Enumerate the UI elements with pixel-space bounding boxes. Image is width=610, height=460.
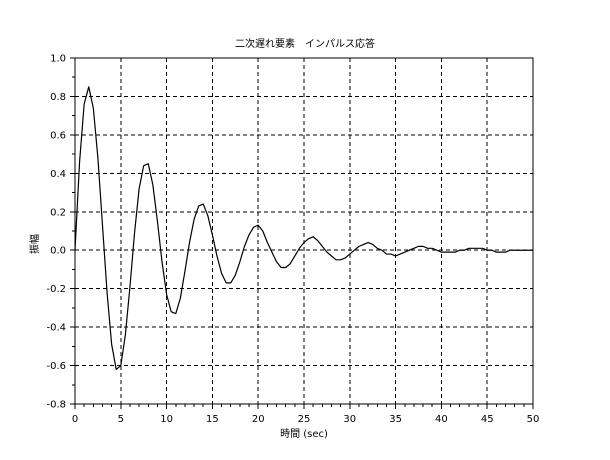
y-tick-label: 1.0 [50,54,66,65]
x-axis-ticks: 0 5 10 15 20 25 30 35 40 45 50 [72,404,540,425]
x-tick-label: 45 [481,414,494,425]
x-tick-label: 40 [435,414,448,425]
x-tick-label: 20 [252,414,265,425]
y-axis-title: 振幅 [28,234,41,254]
response-curve [74,86,533,370]
x-axis-title: 時間 (sec) [280,428,328,440]
y-tick-label: -0.4 [46,323,66,334]
y-tick-label: -0.6 [46,361,66,372]
y-tick-label: 0.2 [50,207,66,218]
y-tick-label: -0.8 [46,400,66,411]
x-tick-label: 10 [160,414,173,425]
y-tick-label: 0.8 [50,92,66,103]
x-tick-label: 30 [343,414,356,425]
y-axis-ticks: -0.8 -0.6 -0.4 -0.2 0.0 0.2 0.4 0.6 0.8 1.0 [46,54,75,411]
y-tick-label: 0.4 [50,169,66,180]
y-tick-label: 0.0 [50,246,66,257]
x-tick-label: 25 [298,414,311,425]
chart-title: 二次遅れ要素 インパルス応答 [235,37,375,50]
y-tick-label: -0.2 [46,284,66,295]
x-tick-label: 5 [118,414,124,425]
x-tick-label: 15 [206,414,219,425]
x-tick-label: 50 [527,414,540,425]
y-tick-label: 0.6 [50,130,66,141]
grid [75,58,533,404]
x-tick-label: 35 [389,414,402,425]
x-tick-label: 0 [72,414,78,425]
series [74,86,533,370]
